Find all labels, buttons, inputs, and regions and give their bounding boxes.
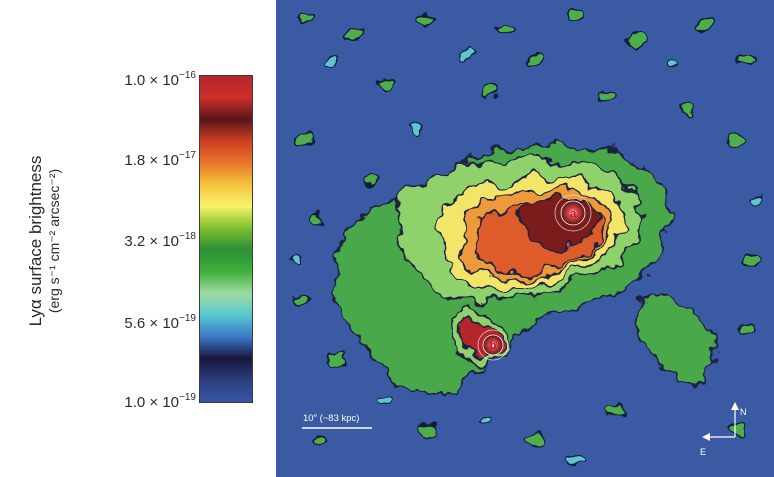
tick-exponent: −16 — [179, 70, 196, 81]
tick-base: 5.6 × 10 — [124, 315, 180, 332]
colorbar-tick-label: 1.0 × 10−19 — [84, 392, 196, 411]
colorbar-tick-label: 3.2 × 10−18 — [84, 231, 196, 250]
colorbar-title-line1: Lyα surface brightness — [26, 155, 45, 327]
scale-bar: 10″ (~83 kpc) — [302, 413, 372, 429]
colorbar-tick-label: 1.0 × 10−16 — [84, 70, 196, 89]
tick-exponent: −19 — [179, 392, 196, 403]
scale-bar-label: 10″ (~83 kpc) — [303, 413, 359, 424]
tick-base: 3.2 × 10 — [124, 233, 180, 250]
noise-speckles — [289, 9, 763, 465]
tick-base: 1.0 × 10 — [124, 394, 180, 411]
colorbar-tick-label: 1.8 × 10−17 — [84, 150, 196, 169]
east-arrow-icon — [702, 433, 710, 441]
tick-base: 1.8 × 10 — [124, 152, 180, 169]
tick-exponent: −19 — [179, 313, 196, 324]
tick-exponent: −18 — [179, 231, 196, 242]
source-a-label: a — [570, 208, 577, 220]
source-b-marker: b — [477, 329, 509, 361]
colorbar-title-line2: (erg s⁻¹ cm⁻² arcsec⁻²) — [46, 168, 62, 314]
source-b-label: b — [490, 340, 497, 352]
compass-east-label: E — [700, 447, 706, 457]
colorbar-title: Lyα surface brightness (erg s⁻¹ cm⁻² arc… — [26, 131, 66, 351]
tick-base: 1.0 × 10 — [124, 72, 180, 89]
colorbar-tick-label: 5.6 × 10−19 — [84, 313, 196, 332]
source-a-marker: a — [554, 194, 592, 232]
lya-surface-brightness-map: a b 10″ (~83 kpc) N E — [276, 0, 774, 477]
tick-exponent: −17 — [179, 150, 196, 161]
colorbar — [199, 75, 253, 403]
north-arrow-icon — [731, 402, 739, 410]
compass-north-label: N — [740, 407, 747, 417]
compass: N E — [700, 402, 747, 457]
